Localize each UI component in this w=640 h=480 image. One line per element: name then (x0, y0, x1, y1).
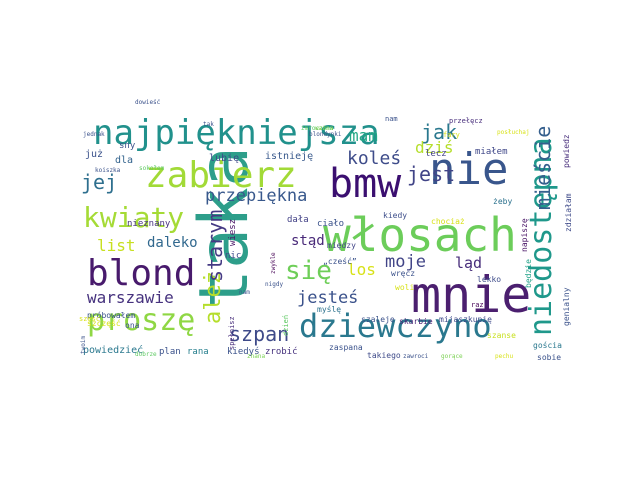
word-goscia: gościa (533, 341, 562, 350)
word-kwiaty: kwiaty (83, 201, 185, 234)
word-wiesz: wiesz (228, 218, 238, 246)
word-nigdy: nigdy (265, 281, 284, 288)
word-mialem: miałem (475, 147, 508, 157)
word-genialny: genialny (562, 287, 571, 326)
word-czesc: „cześć” (323, 257, 357, 266)
word-zmroczona: zmroczona (301, 125, 334, 132)
word-dla: dla (115, 155, 134, 166)
word-zwykle: zwykle (270, 252, 277, 274)
word-sobie: sobie (537, 353, 562, 362)
word-warszawie: warszawie (87, 288, 174, 307)
word-woli: woli (395, 283, 415, 292)
word-jest: jest (407, 162, 456, 186)
word-dzis: dziś (415, 138, 454, 157)
word-koles: koleś (347, 148, 402, 169)
word-wlosach: włosach (323, 208, 517, 262)
word-rana: rana (187, 347, 209, 357)
word-nic: nic (225, 251, 242, 261)
word-miedzy: między (327, 241, 356, 250)
word-dzien: dzień (282, 314, 290, 336)
word-los: los (347, 260, 376, 279)
word-bedzie: będzie (524, 259, 533, 288)
word-takiego: takiego (367, 351, 401, 360)
word-nam-2: nam (239, 289, 250, 296)
word-dala: dała (287, 215, 309, 225)
word-kiedy: kiedy (383, 211, 408, 220)
word-daleko: daleko (147, 235, 198, 251)
word-moje: moje (385, 252, 426, 272)
word-zeby: żeby (493, 197, 513, 206)
word-lekko: lekko (477, 275, 502, 284)
word-raz: raz (471, 301, 484, 309)
word-zawroci: zawroci (403, 353, 429, 360)
word-stad: stąd (291, 233, 325, 249)
word-lad: ląd (455, 254, 483, 272)
word-zabierz: zabierz (145, 155, 297, 196)
word-twoim: twoim (80, 335, 87, 354)
word-szanse: szanse (487, 331, 516, 340)
word-jak: jak (421, 120, 458, 144)
word-mam: mam (349, 126, 378, 145)
word-juz: już (85, 149, 104, 160)
word-zaspana: zaspana (329, 343, 363, 352)
word-wazna: ważna (315, 125, 334, 132)
word-sie: się (285, 256, 332, 286)
word-list: list (97, 236, 136, 255)
word-posluchaj: posłuchaj (497, 129, 530, 136)
word-probowalem: próbowałem (87, 311, 136, 320)
word-dowiesc: dowieść (135, 99, 161, 106)
word-sokolem: sokołem (139, 165, 165, 172)
word-dziewczyno: dziewczyno (299, 307, 492, 345)
word-jestes: jesteś (297, 288, 359, 308)
word-jednak: jednak (83, 131, 105, 138)
word-nie: nie (429, 144, 509, 195)
word-starym: starym (203, 209, 227, 282)
word-lubie: lubię (209, 153, 240, 164)
word-spelnisz: spełnisz (228, 316, 236, 350)
word-ona: ona (125, 321, 140, 330)
word-szczesc: szczęść (87, 319, 121, 328)
word-istnieje: istnieję (265, 151, 314, 162)
word-powiedz: powiedz (562, 134, 571, 168)
word-chociaz: chociaż (431, 217, 465, 226)
word-plan: plan (159, 347, 181, 357)
word-przelecz: przełęcz (449, 117, 483, 125)
word-gorace: gorące (441, 353, 463, 360)
word-napisze: napiszę (520, 218, 529, 252)
word-cialo: ciało (317, 219, 345, 229)
word-prosze: proszę (87, 303, 196, 338)
word-jej: jej (81, 170, 118, 194)
word-kiedys: kiedyś (227, 347, 260, 357)
word-szesc: szesc (79, 315, 101, 323)
word-blond: blond (87, 253, 196, 294)
word-skarbie: skarbie (399, 317, 433, 326)
word-nam: nam (385, 115, 398, 123)
word-dobrze: dobrze (135, 351, 157, 358)
word-koiszka: koiszka (95, 167, 121, 174)
word-mysle: myślę (317, 305, 342, 314)
word-szpan: szpan (229, 322, 290, 346)
word-zrobic: zrobić (265, 347, 298, 357)
word-zdzialam: zdziałam (564, 193, 573, 232)
word-tak: tak (203, 121, 214, 128)
word-szaleje: szaleje (361, 315, 395, 324)
word-cloud: taka mnie włosach dziewczyno nie bmw zab… (79, 92, 573, 364)
word-znana: znana (247, 353, 266, 360)
word-pechu: pechu (495, 353, 514, 360)
word-bmw: bmw (329, 161, 402, 207)
word-sny: sny (119, 141, 136, 151)
word-fary: fary (443, 131, 460, 139)
word-wrecz: wręcz (391, 269, 416, 278)
word-przepiekna: przepiękna (205, 186, 308, 206)
word-powiedziec: powiedzieć (83, 345, 144, 356)
word-lecz: lecz (425, 149, 447, 159)
word-mijaszkupie: mijaszkupię (439, 315, 492, 324)
word-najpiekniejsza: najpiękniejsza (93, 113, 380, 153)
word-nieznany: nieznany (127, 219, 171, 229)
word-mnie: mnie (411, 266, 532, 324)
word-miescie: mieście (531, 125, 555, 210)
word-blondynki: blondynki (309, 131, 342, 138)
